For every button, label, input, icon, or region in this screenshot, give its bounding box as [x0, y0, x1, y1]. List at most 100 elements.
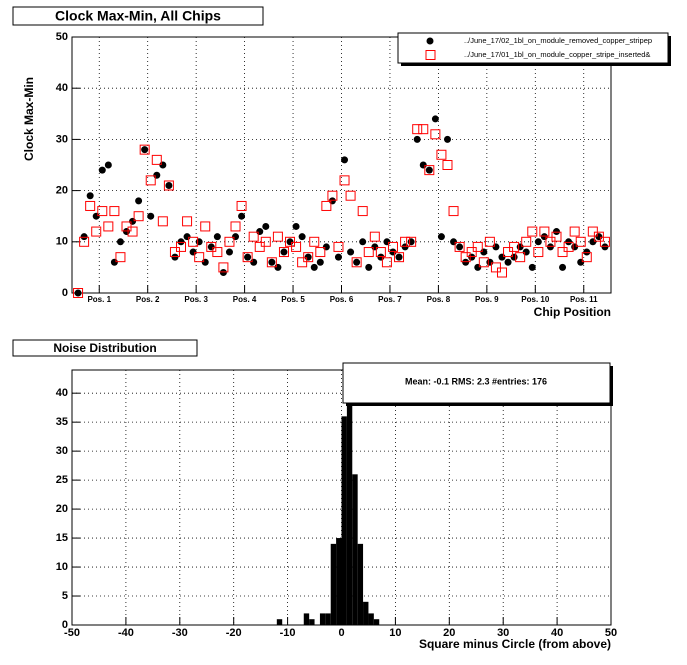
point	[490, 262, 501, 273]
point	[557, 247, 568, 258]
point	[260, 236, 271, 247]
point	[595, 233, 603, 241]
point	[183, 233, 191, 241]
y-tick-label: 40	[56, 387, 68, 399]
stats-box	[342, 362, 611, 404]
point	[213, 233, 221, 241]
y-tick-label: 25	[56, 474, 68, 486]
y-tick-label: 0	[62, 619, 68, 631]
point	[218, 262, 229, 273]
point	[116, 238, 124, 246]
point	[147, 212, 155, 220]
x-axis-label: Square minus Circle (from above)	[419, 637, 611, 651]
point	[141, 146, 149, 154]
point	[454, 241, 465, 252]
bar	[357, 543, 364, 625]
point	[278, 247, 289, 258]
y-tick-label: 20	[56, 503, 68, 515]
x-tick-label: Pos. 5	[281, 295, 305, 304]
point	[496, 267, 507, 278]
point	[551, 231, 562, 242]
bar	[352, 474, 358, 625]
point	[151, 154, 162, 165]
legend-marker	[425, 50, 436, 60]
x-tick-label: -50	[64, 627, 80, 639]
point	[466, 247, 477, 258]
bar	[325, 613, 331, 625]
point	[339, 175, 350, 186]
bar	[303, 613, 310, 625]
point	[559, 263, 567, 271]
point	[419, 161, 427, 169]
x-tick-label: Pos. 4	[233, 295, 257, 304]
point	[412, 124, 423, 135]
point	[327, 190, 338, 201]
x-tick-label: 30	[497, 627, 509, 639]
point	[456, 243, 464, 251]
point	[297, 257, 308, 268]
point	[539, 226, 550, 237]
point	[182, 216, 193, 227]
y-tick-label: 30	[56, 445, 68, 457]
point	[248, 231, 259, 242]
x-tick-label: Pos. 8	[427, 295, 451, 304]
point	[480, 248, 488, 256]
point	[418, 124, 429, 135]
point	[135, 197, 143, 205]
point	[286, 238, 294, 246]
point	[224, 236, 235, 247]
y-tick-label: 5	[62, 590, 68, 602]
point	[357, 206, 368, 217]
point	[189, 248, 197, 256]
point	[528, 263, 536, 271]
point	[359, 238, 367, 246]
point	[575, 236, 586, 247]
point	[171, 253, 179, 261]
point	[250, 258, 258, 266]
point	[85, 200, 96, 211]
point	[571, 243, 579, 251]
x-tick-label: 0	[338, 627, 344, 639]
point	[474, 263, 482, 271]
point	[498, 253, 506, 261]
point	[394, 252, 405, 263]
point	[569, 226, 580, 237]
y-tick-label: 40	[56, 82, 68, 94]
point	[176, 241, 187, 252]
x-tick-label: Pos. 3	[184, 295, 208, 304]
point	[157, 216, 168, 227]
plot-frame	[71, 36, 612, 294]
point	[583, 248, 591, 256]
point	[425, 166, 433, 174]
point	[431, 115, 439, 123]
point	[310, 263, 318, 271]
x-tick-label: -20	[226, 627, 242, 639]
point	[540, 233, 548, 241]
point	[292, 222, 300, 230]
point	[341, 156, 349, 164]
point	[593, 231, 604, 242]
bar	[363, 601, 369, 625]
point	[79, 236, 90, 247]
point	[601, 243, 609, 251]
title-box	[12, 6, 264, 26]
point	[298, 233, 306, 241]
point	[115, 252, 126, 263]
point	[334, 253, 342, 261]
point	[110, 258, 118, 266]
x-tick-label: Pos. 7	[378, 295, 402, 304]
x-tick-label: 10	[389, 627, 401, 639]
point	[503, 247, 514, 258]
point	[225, 248, 233, 256]
point	[509, 241, 520, 252]
point	[472, 241, 483, 252]
point	[80, 233, 88, 241]
point	[194, 252, 205, 263]
point	[377, 253, 385, 261]
point	[304, 253, 312, 261]
y-tick-label: 0	[62, 287, 68, 299]
x-tick-label: Pos. 10	[521, 295, 550, 304]
point	[599, 236, 610, 247]
point	[510, 253, 518, 261]
